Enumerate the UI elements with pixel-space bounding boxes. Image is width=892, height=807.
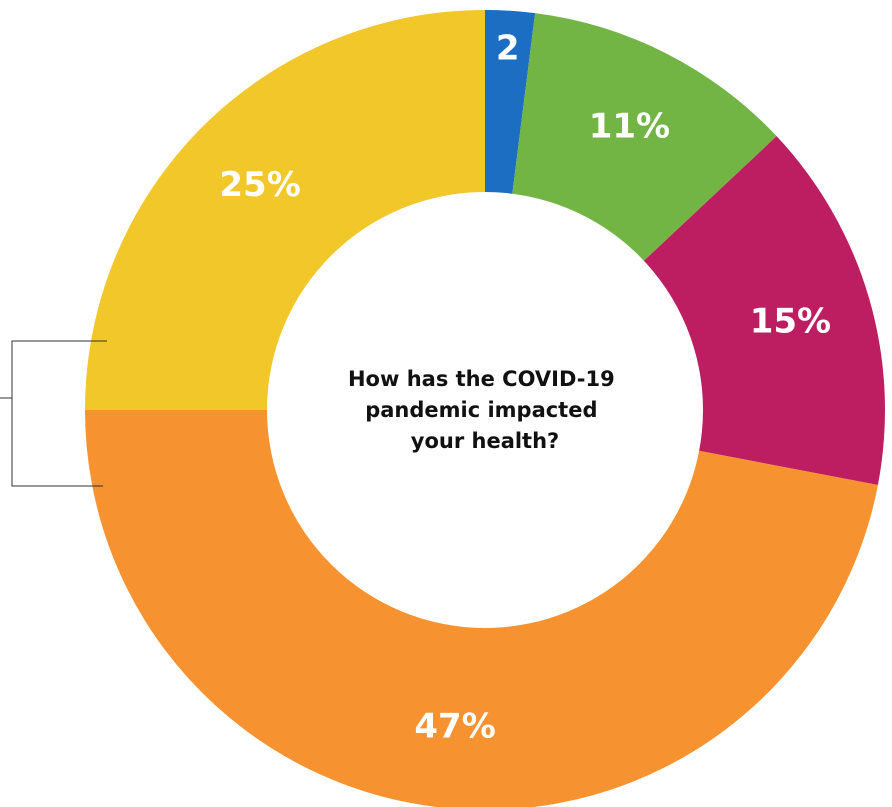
- slice-label-1: 2: [496, 29, 520, 69]
- chart-title: How has the COVID-19 pandemic impacted y…: [348, 367, 622, 453]
- slice-label-4: 47%: [414, 707, 495, 747]
- slice-label-2: 11%: [589, 107, 670, 147]
- slice-label-5: 25%: [219, 165, 300, 205]
- bracket-line: [11, 340, 107, 487]
- slice-label-3: 15%: [750, 301, 831, 341]
- chart-title-line-2: pandemic impacted: [365, 398, 597, 422]
- bracket-annotation: [0, 340, 107, 487]
- slice-labels: 2 11% 15% 47% 25%: [219, 29, 831, 747]
- donut-hole: [267, 192, 703, 628]
- chart-title-line-1: How has the COVID-19: [348, 367, 615, 391]
- chart-title-line-3: your health?: [411, 429, 559, 453]
